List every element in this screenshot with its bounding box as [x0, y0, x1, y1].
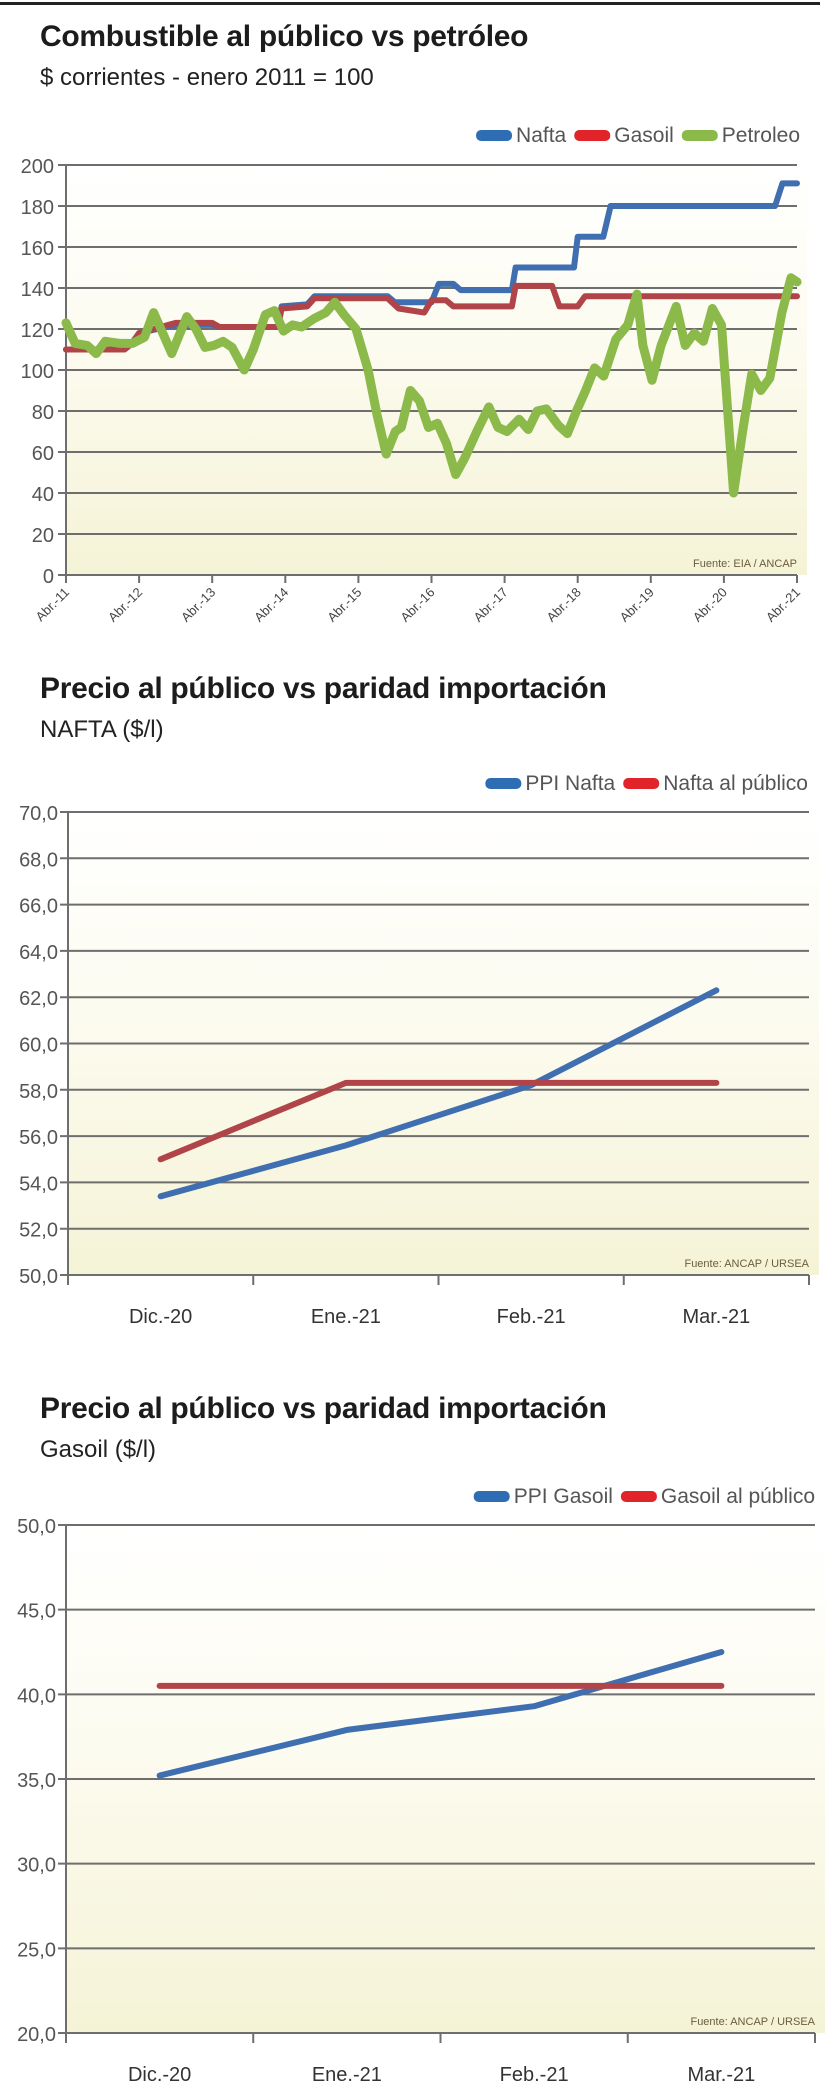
chart1-title: Combustible al público vs petróleo — [40, 20, 529, 53]
y-tick-label: 50,0 — [19, 1266, 58, 1288]
legend-label-gasoil: Gasoil — [614, 124, 674, 147]
series-line-ppi-nafta — [157, 987, 720, 1200]
legend-swatch-ppi-gasoil — [473, 1491, 510, 1502]
y-tick-label: 64,0 — [19, 942, 58, 964]
chart1-subtitle: $ corrientes - enero 2011 = 100 — [40, 64, 374, 91]
x-tick-label: Feb.-21 — [500, 2064, 569, 2086]
x-tick-label: Ene.-21 — [311, 1306, 381, 1328]
y-tick-label: 160 — [21, 238, 54, 260]
y-tick-label: 56,0 — [19, 1127, 58, 1149]
chart2-title: Precio al público vs paridad importación — [40, 672, 607, 705]
y-tick-label: 66,0 — [19, 896, 58, 918]
x-tick-label: Dic.-20 — [129, 1306, 192, 1328]
y-tick-label: 58,0 — [19, 1081, 58, 1103]
y-tick-label: 120 — [21, 320, 54, 342]
y-tick-label: 68,0 — [19, 849, 58, 871]
source-note: Fuente: EIA / ANCAP — [693, 558, 797, 570]
y-tick-label: 20,0 — [17, 2024, 56, 2046]
y-tick-label: 70,0 — [19, 803, 58, 825]
y-tick-label: 60,0 — [19, 1035, 58, 1057]
series-line-gasoil — [63, 282, 800, 353]
y-tick-label: 100 — [21, 361, 54, 383]
x-tick-label: Mar.-21 — [687, 2064, 755, 2086]
y-tick-label: 40,0 — [17, 1685, 56, 1707]
series-line-ppi-gasoil — [156, 1649, 725, 1779]
legend-label-nafta-al-p-blico: Nafta al público — [663, 772, 808, 795]
legend-swatch-gasoil-al-p-blico — [620, 1491, 657, 1502]
legend-swatch-nafta-al-p-blico — [623, 778, 660, 789]
series-line-nafta-al-p-blico — [157, 1079, 720, 1163]
legend-label-petroleo: Petroleo — [722, 124, 800, 147]
series-line-petroleo — [61, 273, 802, 498]
x-tick-label: Ene.-21 — [312, 2064, 382, 2086]
y-tick-label: 50,0 — [17, 1516, 56, 1538]
x-tick-label: Dic.-20 — [128, 2064, 191, 2086]
x-tick-label: Feb.-21 — [497, 1306, 566, 1328]
y-tick-label: 80 — [32, 402, 54, 424]
y-tick-label: 20 — [32, 525, 54, 547]
y-tick-label: 54,0 — [19, 1173, 58, 1195]
y-tick-label: 200 — [21, 156, 54, 178]
y-tick-label: 25,0 — [17, 1939, 56, 1961]
legend-label-ppi-nafta: PPI Nafta — [525, 772, 615, 795]
legend-label-nafta: Nafta — [516, 124, 567, 147]
chart3-title: Precio al público vs paridad importación — [40, 1392, 607, 1425]
legend-swatch-gasoil — [574, 130, 611, 141]
source-note: Fuente: ANCAP / URSEA — [690, 2016, 815, 2028]
chart3-subtitle: Gasoil ($/l) — [40, 1436, 157, 1463]
legend-label-gasoil-al-p-blico: Gasoil al público — [661, 1485, 815, 1508]
legend-swatch-petroleo — [681, 130, 718, 141]
y-tick-label: 30,0 — [17, 1855, 56, 1877]
y-tick-label: 0 — [43, 566, 54, 588]
y-tick-label: 45,0 — [17, 1601, 56, 1623]
top-rule — [0, 2, 820, 5]
y-tick-label: 180 — [21, 197, 54, 219]
y-tick-label: 60 — [32, 443, 54, 465]
legend-swatch-nafta — [476, 130, 513, 141]
y-tick-label: 40 — [32, 484, 54, 506]
legend-label-ppi-gasoil: PPI Gasoil — [514, 1485, 613, 1508]
legend-swatch-ppi-nafta — [485, 778, 522, 789]
y-tick-label: 35,0 — [17, 1770, 56, 1792]
y-tick-label: 140 — [21, 279, 54, 301]
y-tick-label: 52,0 — [19, 1220, 58, 1242]
x-tick-label: Mar.-21 — [682, 1306, 750, 1328]
source-note: Fuente: ANCAP / URSEA — [684, 1258, 809, 1270]
chart2-subtitle: NAFTA ($/l) — [40, 716, 164, 743]
chart2-plot: 50,0 52,0 54,0 56,0 58,0 60,0 62,0 64,0 66,0 68,0… — [19, 772, 819, 1328]
y-tick-label: 62,0 — [19, 988, 58, 1010]
